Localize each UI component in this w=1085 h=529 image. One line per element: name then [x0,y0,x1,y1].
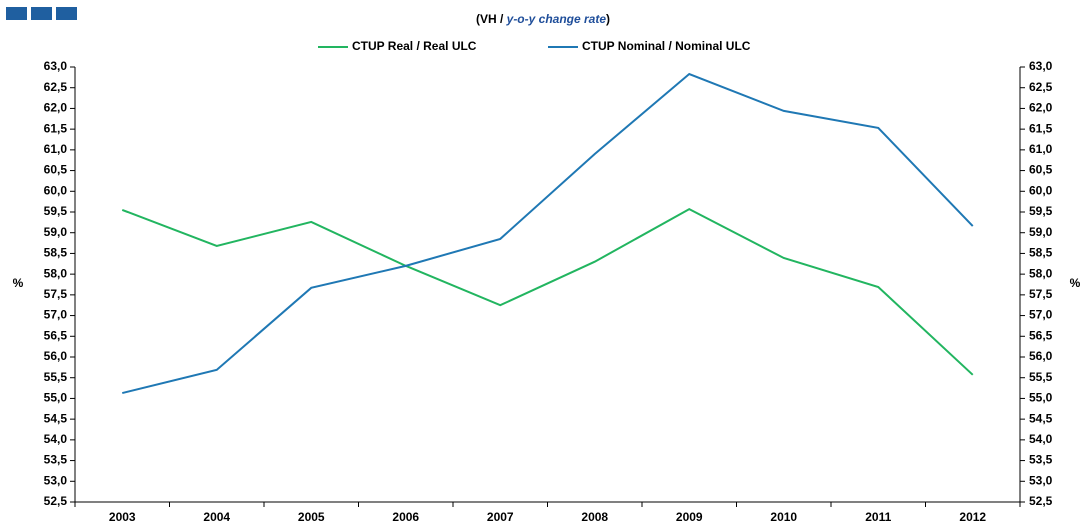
logo-block [31,7,52,20]
x-tick-label: 2009 [676,510,703,524]
y-tick-label: 53,5 [44,453,68,467]
y-tick-label: 57,0 [44,308,68,322]
y2-tick-label: 62,0 [1029,101,1053,115]
x-tick-label: 2010 [770,510,797,524]
subtitle-emphasis: y-o-y change rate [506,12,607,26]
y-tick-label: 57,5 [44,287,68,301]
y2-tick-label: 62,5 [1029,80,1053,94]
y-tick-label: 59,0 [44,225,68,239]
y2-tick-label: 61,5 [1029,121,1053,135]
y2-tick-label: 58,5 [1029,246,1053,260]
y2-tick-label: 60,0 [1029,183,1053,197]
y-axis-label: % [13,276,24,290]
y-tick-label: 54,0 [44,432,68,446]
y2-tick-label: 60,5 [1029,163,1053,177]
logo-block [56,7,77,20]
chart-subtitle: (VH / y-o-y change rate) [476,12,610,26]
y2-tick-label: 61,0 [1029,142,1053,156]
y2-tick-label: 54,0 [1029,432,1053,446]
y2-tick-label: 56,0 [1029,349,1053,363]
y2-tick-label: 57,5 [1029,287,1053,301]
y-tick-label: 56,0 [44,349,68,363]
y2-tick-label: 54,5 [1029,411,1053,425]
y2-axis-label: % [1070,276,1081,290]
subtitle-suffix: ) [606,12,610,26]
x-tick-label: 2004 [203,510,230,524]
y2-tick-label: 58,0 [1029,266,1053,280]
y-tick-label: 53,0 [44,473,68,487]
y-tick-label: 63,0 [44,59,68,73]
y-tick-label: 60,0 [44,183,68,197]
y2-tick-label: 55,0 [1029,391,1053,405]
y-tick-label: 58,0 [44,266,68,280]
y-tick-label: 62,5 [44,80,68,94]
y-tick-label: 55,0 [44,391,68,405]
legend-label: CTUP Real / Real ULC [352,39,477,53]
y-tick-label: 52,5 [44,494,68,508]
y2-tick-label: 57,0 [1029,308,1053,322]
x-tick-label: 2012 [959,510,986,524]
logo-block [6,7,27,20]
y-tick-label: 55,5 [44,370,68,384]
y2-tick-label: 53,5 [1029,453,1053,467]
y-tick-label: 61,5 [44,121,68,135]
y2-tick-label: 56,5 [1029,328,1053,342]
y-tick-label: 62,0 [44,101,68,115]
y2-tick-label: 63,0 [1029,59,1053,73]
y-tick-label: 61,0 [44,142,68,156]
x-tick-label: 2008 [581,510,608,524]
x-tick-label: 2006 [392,510,419,524]
series-line [122,72,974,395]
y-tick-label: 59,5 [44,204,68,218]
x-tick-label: 2003 [109,510,136,524]
y-tick-label: 56,5 [44,328,68,342]
y2-tick-label: 55,5 [1029,370,1053,384]
legend-label: CTUP Nominal / Nominal ULC [582,39,751,53]
series-line [121,207,974,376]
subtitle-prefix: (VH / [476,12,507,26]
y2-tick-label: 59,0 [1029,225,1053,239]
x-tick-label: 2005 [298,510,325,524]
y-tick-label: 60,5 [44,163,68,177]
y-tick-label: 54,5 [44,411,68,425]
y-tick-label: 58,5 [44,246,68,260]
x-tick-label: 2007 [487,510,514,524]
x-tick-label: 2011 [865,510,891,524]
y2-tick-label: 52,5 [1029,494,1053,508]
y2-tick-label: 53,0 [1029,473,1053,487]
y2-tick-label: 59,5 [1029,204,1053,218]
